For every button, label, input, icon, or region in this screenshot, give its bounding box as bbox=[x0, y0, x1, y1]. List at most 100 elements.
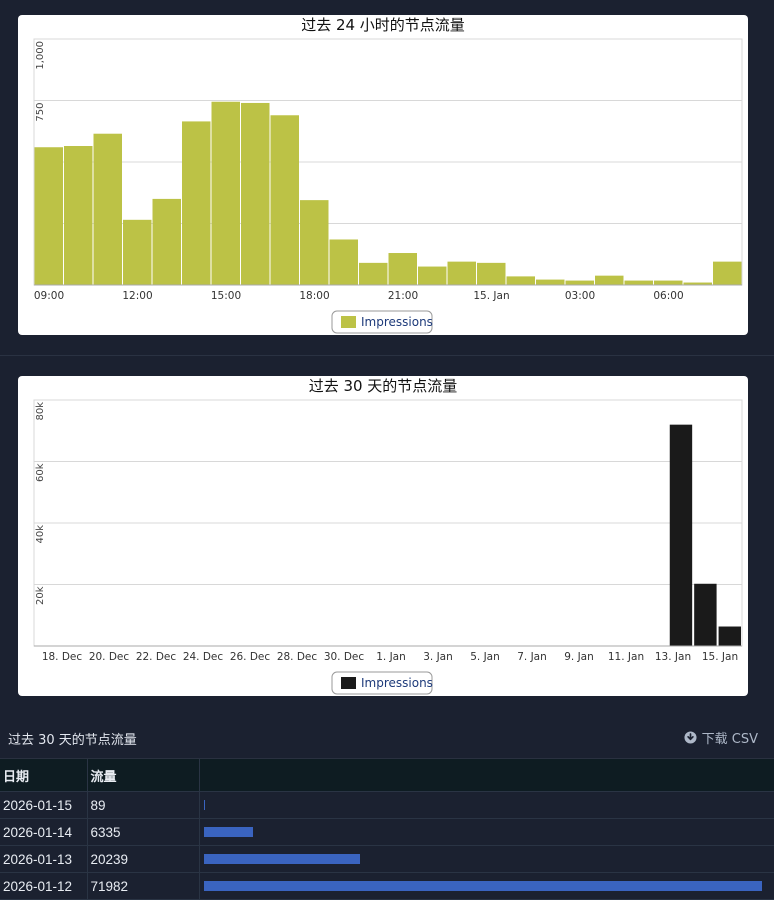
traffic-bar-track bbox=[203, 854, 762, 864]
bar[interactable] bbox=[477, 262, 506, 285]
x-tick-label: 06:00 bbox=[653, 290, 683, 302]
bar[interactable] bbox=[595, 275, 624, 285]
bar[interactable] bbox=[418, 266, 447, 285]
legend-box bbox=[331, 671, 433, 695]
bar[interactable] bbox=[624, 280, 654, 285]
bar[interactable] bbox=[536, 279, 565, 285]
bar[interactable] bbox=[182, 121, 211, 285]
x-tick-label: 5. Jan bbox=[470, 651, 500, 663]
table-row: 2026-01-13 20239 bbox=[0, 845, 774, 873]
y-tick-label: 60k bbox=[35, 463, 46, 482]
bar[interactable] bbox=[93, 133, 123, 285]
x-tick-label: 13. Jan bbox=[655, 651, 691, 663]
x-tick-label: 20. Dec bbox=[89, 651, 130, 663]
table-row: 2026-01-12 71982 bbox=[0, 872, 774, 900]
date-cell: 2026-01-12 bbox=[0, 872, 88, 900]
legend[interactable]: Impressions bbox=[331, 310, 433, 334]
traffic-bar-cell bbox=[199, 845, 774, 873]
x-tick-label: 28. Dec bbox=[277, 651, 318, 663]
traffic-bar-cell bbox=[199, 791, 774, 819]
x-tick-label: 1. Jan bbox=[376, 651, 406, 663]
column-header-traffic[interactable]: 流量 bbox=[87, 759, 200, 792]
legend-swatch bbox=[341, 677, 356, 689]
x-tick-label: 9. Jan bbox=[564, 651, 594, 663]
x-tick-label: 18:00 bbox=[299, 290, 329, 302]
section-divider bbox=[0, 355, 774, 356]
table-row: 2026-01-15 89 bbox=[0, 791, 774, 819]
bar[interactable] bbox=[718, 626, 741, 646]
y-tick-label: 40k bbox=[35, 525, 46, 544]
traffic-table-section: 过去 30 天的节点流量 下载 CSV 日期 流量 2026-01-15 89 20… bbox=[0, 718, 774, 900]
traffic-bar-track bbox=[203, 800, 762, 810]
traffic-bar bbox=[203, 881, 762, 891]
bar[interactable] bbox=[152, 198, 182, 285]
x-tick-label: 15. Jan bbox=[473, 290, 509, 302]
bar[interactable] bbox=[300, 200, 329, 285]
y-tick-label: 80k bbox=[35, 402, 46, 421]
x-tick-label: 09:00 bbox=[34, 290, 64, 302]
y-tick-label: 20k bbox=[35, 586, 46, 605]
bar[interactable] bbox=[694, 583, 717, 646]
column-header-bar bbox=[199, 759, 774, 792]
bar[interactable] bbox=[447, 261, 477, 285]
table-body: 2026-01-15 89 2026-01-14 6335 2026-01-13 2023… bbox=[0, 791, 774, 900]
bar[interactable] bbox=[241, 102, 270, 286]
x-tick-label: 3. Jan bbox=[423, 651, 453, 663]
date-cell: 2026-01-14 bbox=[0, 818, 88, 846]
x-tick-label: 7. Jan bbox=[517, 651, 547, 663]
chart-title: 过去 30 天的节点流量 bbox=[309, 377, 458, 395]
bar[interactable] bbox=[669, 424, 693, 646]
chart-svg-0: 过去 24 小时的节点流量2505007501,00009:0012:0015:… bbox=[33, 16, 743, 334]
bar[interactable] bbox=[329, 239, 359, 285]
x-tick-label: 22. Dec bbox=[136, 651, 177, 663]
bar[interactable] bbox=[64, 146, 93, 285]
legend-label: Impressions bbox=[361, 676, 433, 690]
legend[interactable]: Impressions bbox=[331, 671, 433, 695]
traffic-bar bbox=[203, 800, 205, 810]
x-tick-label: 12:00 bbox=[122, 290, 152, 302]
legend-label: Impressions bbox=[361, 315, 433, 329]
table-head-row: 日期 流量 bbox=[0, 759, 774, 792]
bar[interactable] bbox=[270, 115, 300, 285]
bar[interactable] bbox=[506, 276, 536, 285]
bar[interactable] bbox=[34, 147, 64, 285]
x-tick-label: 03:00 bbox=[565, 290, 595, 302]
chart-title: 过去 24 小时的节点流量 bbox=[301, 16, 465, 34]
legend-swatch bbox=[341, 316, 356, 328]
legend-box bbox=[331, 310, 433, 334]
download-circle-icon bbox=[684, 731, 697, 744]
traffic-cell: 6335 bbox=[87, 818, 200, 846]
table-row: 2026-01-14 6335 bbox=[0, 818, 774, 846]
bar[interactable] bbox=[388, 253, 418, 285]
traffic-bar bbox=[203, 854, 361, 864]
y-tick-label: 750 bbox=[35, 103, 46, 122]
x-tick-label: 15. Jan bbox=[702, 651, 738, 663]
x-tick-label: 15:00 bbox=[211, 290, 241, 302]
column-header-date[interactable]: 日期 bbox=[0, 759, 88, 792]
traffic-bar-cell bbox=[199, 872, 774, 900]
table-title: 过去 30 天的节点流量 bbox=[8, 733, 137, 748]
bar[interactable] bbox=[123, 219, 152, 285]
x-tick-label: 11. Jan bbox=[608, 651, 644, 663]
x-tick-label: 24. Dec bbox=[183, 651, 224, 663]
bar[interactable] bbox=[565, 280, 595, 285]
chart-panel-24h: 过去 24 小时的节点流量2505007501,00009:0012:0015:… bbox=[18, 15, 748, 335]
table-header-bar: 过去 30 天的节点流量 下载 CSV bbox=[0, 718, 774, 759]
bar[interactable] bbox=[713, 261, 742, 285]
chart-panel-30d: 过去 30 天的节点流量 20k 40k 60k 80k 18. Dec 20. Dec 22… bbox=[18, 376, 748, 696]
bar[interactable] bbox=[654, 280, 683, 285]
traffic-cell: 89 bbox=[87, 791, 200, 819]
date-cell: 2026-01-15 bbox=[0, 791, 88, 819]
bar[interactable] bbox=[683, 282, 713, 285]
bar[interactable] bbox=[211, 101, 241, 285]
traffic-bar-cell bbox=[199, 818, 774, 846]
bar[interactable] bbox=[359, 262, 388, 285]
traffic-bar-track bbox=[203, 881, 762, 891]
download-csv-link[interactable]: 下载 CSV bbox=[684, 728, 758, 747]
y-tick-label: 1,000 bbox=[35, 41, 46, 70]
chart-svg-1: 过去 30 天的节点流量 20k 40k 60k 80k 18. Dec 20. Dec 22… bbox=[33, 377, 743, 695]
x-tick-label: 26. Dec bbox=[230, 651, 271, 663]
download-csv-label: 下载 CSV bbox=[701, 732, 758, 747]
traffic-table: 日期 流量 2026-01-15 89 2026-01-14 6335 2026-01-… bbox=[0, 759, 774, 900]
traffic-bar bbox=[203, 827, 253, 837]
